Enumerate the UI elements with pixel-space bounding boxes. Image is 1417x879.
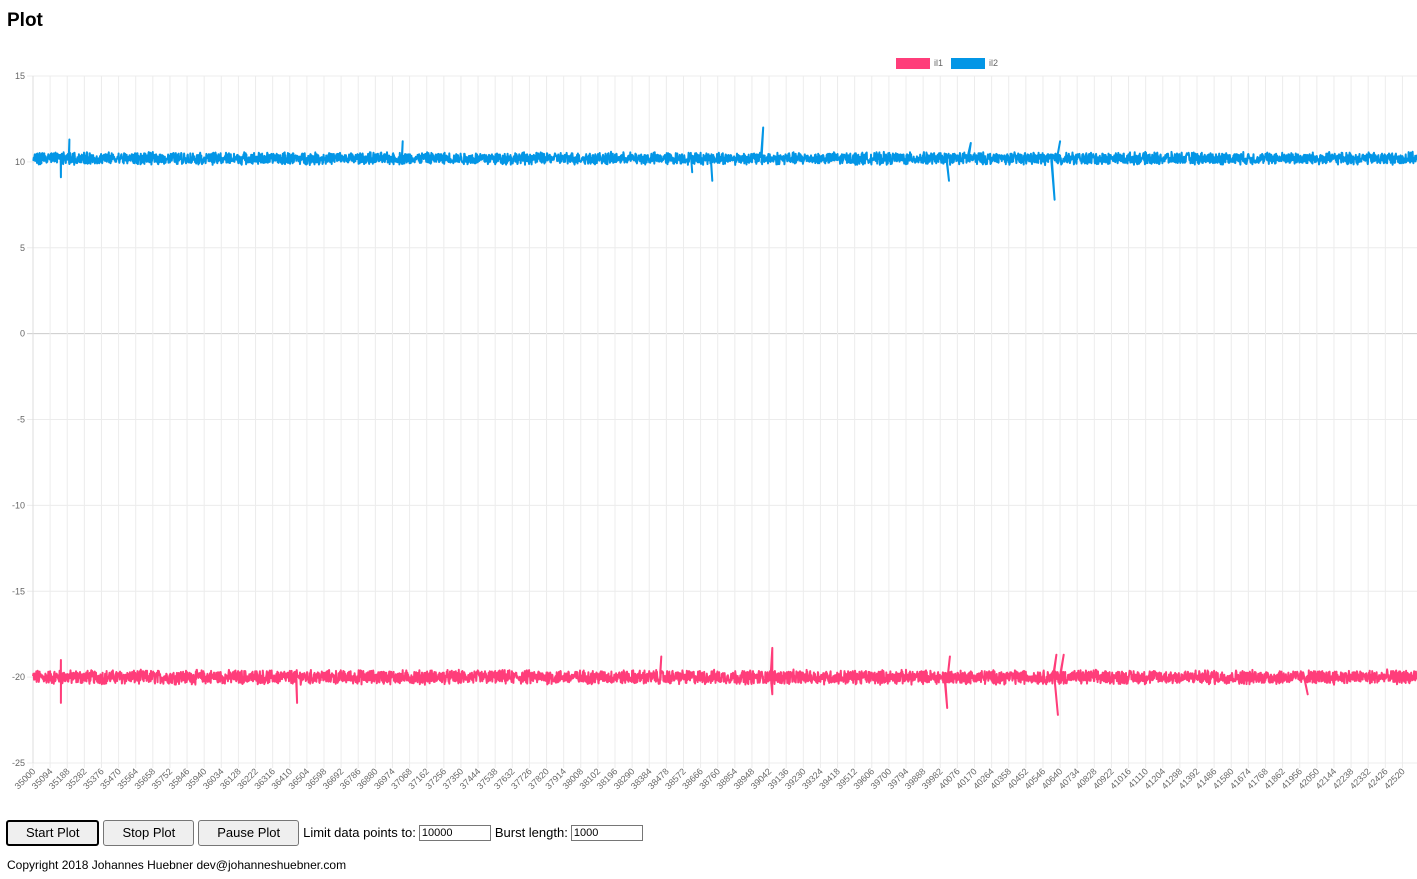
y-tick-label: 0 (20, 329, 25, 339)
stop-plot-button[interactable]: Stop Plot (103, 819, 195, 846)
chart-series (32, 126, 1417, 716)
plot-controls: Start Plot Stop Plot Pause Plot Limit da… (6, 819, 647, 846)
legend-label: il1 (934, 58, 943, 68)
y-axis: 15 10 5 0 -5 -10 -15 -20 -25 (12, 71, 25, 768)
legend-swatch (896, 58, 930, 69)
legend-swatch (951, 58, 985, 69)
limit-data-points-input[interactable] (418, 824, 491, 841)
burst-length-label: Burst length: (494, 825, 568, 840)
burst-length-input[interactable] (570, 824, 643, 841)
y-tick-label: -15 (12, 586, 25, 596)
y-tick-label: -5 (17, 415, 25, 425)
y-tick-label: -25 (12, 758, 25, 768)
y-tick-label: 5 (20, 243, 25, 253)
page-title: Plot (7, 10, 43, 31)
pause-plot-button[interactable]: Pause Plot (198, 819, 300, 846)
y-tick-label: -10 (12, 500, 25, 510)
series-line-il2 (32, 126, 1417, 201)
series-line-il1 (32, 646, 1417, 716)
x-axis: 3500035094351883528235376354703556435658… (13, 766, 1407, 791)
y-tick-label: 15 (15, 71, 25, 81)
start-plot-button[interactable]: Start Plot (6, 819, 100, 846)
line-chart: il1 il2 15 10 5 0 -5 -10 -15 -20 -25 350003509435… (12, 58, 1417, 791)
chart-legend: il1 il2 (896, 58, 998, 69)
legend-label: il2 (989, 58, 998, 68)
limit-data-points-label: Limit data points to: (303, 825, 416, 840)
y-tick-label: -20 (12, 672, 25, 682)
y-tick-label: 10 (15, 157, 25, 167)
copyright-footer: Copyright 2018 Johannes Huebner dev@joha… (7, 858, 347, 872)
chart-grid (27, 75, 1417, 768)
